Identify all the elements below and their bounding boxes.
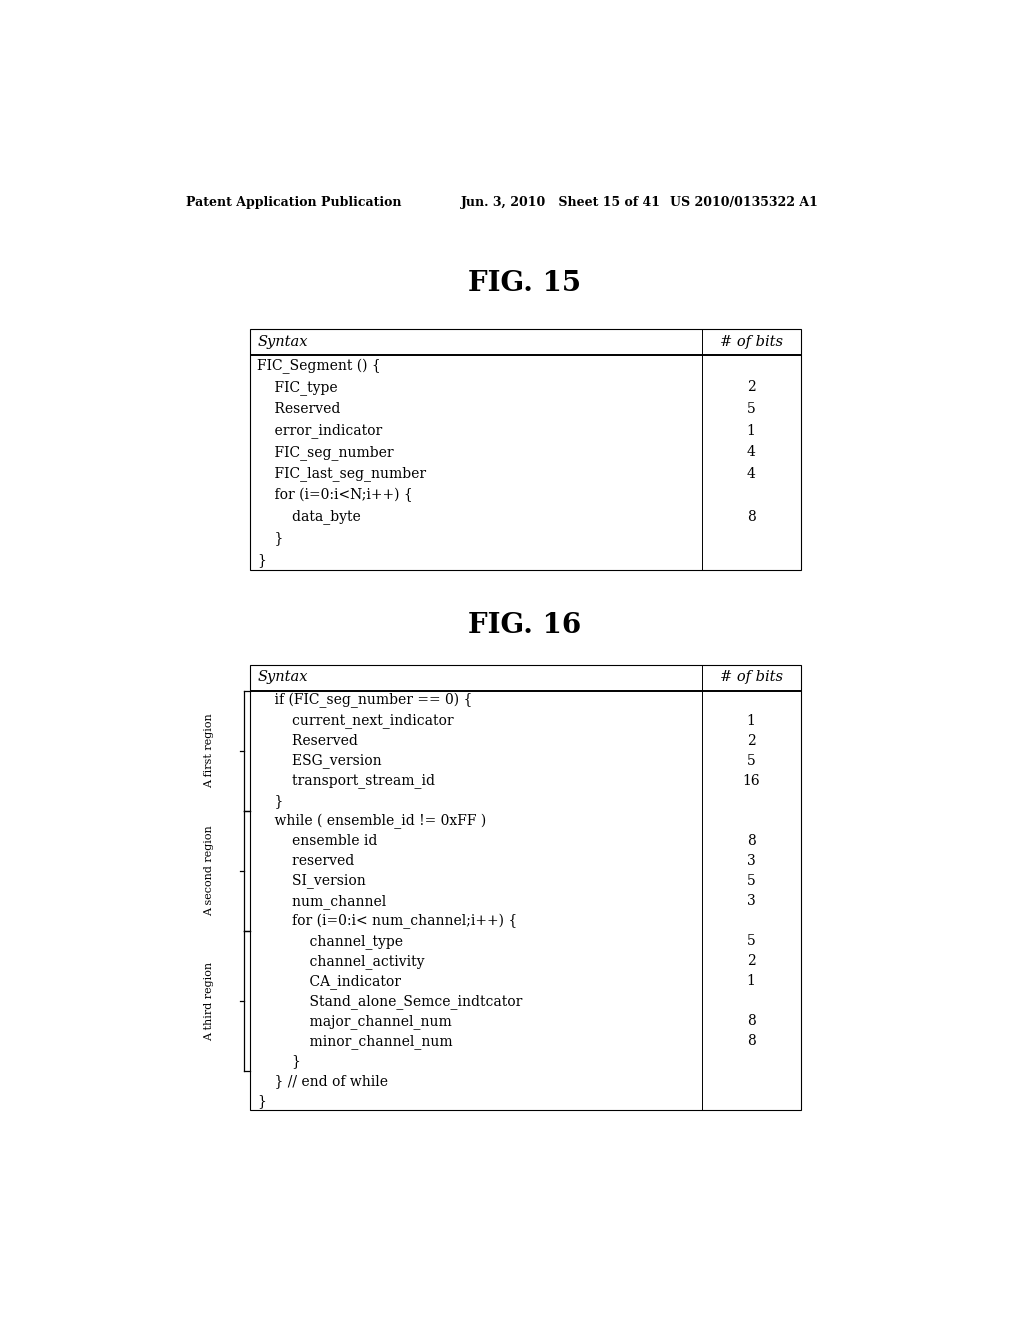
Text: 8: 8 — [746, 834, 756, 847]
Text: 5: 5 — [746, 403, 756, 416]
Text: for (i=0:i< num_channel;i++) {: for (i=0:i< num_channel;i++) { — [257, 913, 518, 929]
Text: 4: 4 — [746, 445, 756, 459]
Text: 5: 5 — [746, 754, 756, 768]
Text: transport_stream_id: transport_stream_id — [257, 774, 435, 788]
Text: current_next_indicator: current_next_indicator — [257, 713, 454, 729]
Text: error_indicator: error_indicator — [257, 424, 383, 438]
Text: 2: 2 — [746, 380, 756, 395]
Text: 4: 4 — [746, 467, 756, 480]
Text: 3: 3 — [746, 854, 756, 869]
Text: }: } — [257, 1094, 266, 1109]
Text: 8: 8 — [746, 510, 756, 524]
Bar — [250, 330, 801, 570]
Text: Jun. 3, 2010   Sheet 15 of 41: Jun. 3, 2010 Sheet 15 of 41 — [461, 195, 662, 209]
Text: Syntax: Syntax — [257, 335, 308, 348]
Text: 2: 2 — [746, 734, 756, 748]
Text: 5: 5 — [746, 935, 756, 948]
Text: minor_channel_num: minor_channel_num — [257, 1034, 453, 1048]
Text: FIG. 15: FIG. 15 — [468, 269, 582, 297]
Text: }: } — [257, 793, 284, 808]
Text: ESG_version: ESG_version — [257, 754, 382, 768]
Text: FIC_type: FIC_type — [257, 380, 338, 395]
Text: Reserved: Reserved — [257, 403, 341, 416]
Text: channel_activity: channel_activity — [257, 953, 425, 969]
Text: 16: 16 — [742, 774, 760, 788]
Text: A second region: A second region — [205, 826, 214, 916]
Text: Patent Application Publication: Patent Application Publication — [186, 195, 401, 209]
Text: Syntax: Syntax — [257, 671, 308, 684]
Text: # of bits: # of bits — [720, 335, 782, 348]
Text: FIC_last_seg_number: FIC_last_seg_number — [257, 466, 427, 482]
Text: }: } — [257, 1055, 301, 1068]
Text: major_channel_num: major_channel_num — [257, 1014, 453, 1028]
Text: for (i=0:i<N;i++) {: for (i=0:i<N;i++) { — [257, 488, 413, 503]
Text: FIC_Segment () {: FIC_Segment () { — [257, 358, 381, 374]
Text: 8: 8 — [746, 1034, 756, 1048]
Text: }: } — [257, 532, 284, 545]
Text: CA_indicator: CA_indicator — [257, 974, 401, 989]
Text: } // end of while: } // end of while — [257, 1074, 388, 1088]
Text: if (FIC_seg_number == 0) {: if (FIC_seg_number == 0) { — [257, 693, 473, 709]
Text: 2: 2 — [746, 954, 756, 968]
Text: 1: 1 — [746, 424, 756, 438]
Text: while ( ensemble_id != 0xFF ): while ( ensemble_id != 0xFF ) — [257, 813, 486, 829]
Text: A first region: A first region — [205, 714, 214, 788]
Text: FIC_seg_number: FIC_seg_number — [257, 445, 394, 459]
Text: A third region: A third region — [205, 961, 214, 1040]
Text: 3: 3 — [746, 894, 756, 908]
Text: 8: 8 — [746, 1014, 756, 1028]
Text: 1: 1 — [746, 974, 756, 989]
Text: FIG. 16: FIG. 16 — [468, 611, 582, 639]
Text: Stand_alone_Semce_indtcator: Stand_alone_Semce_indtcator — [257, 994, 523, 1008]
Text: reserved: reserved — [257, 854, 354, 869]
Text: SI_version: SI_version — [257, 874, 367, 888]
Text: ensemble id: ensemble id — [257, 834, 378, 847]
Text: US 2010/0135322 A1: US 2010/0135322 A1 — [671, 195, 818, 209]
Text: data_byte: data_byte — [257, 510, 361, 524]
Text: 1: 1 — [746, 714, 756, 727]
Text: }: } — [257, 553, 266, 568]
Bar — [250, 665, 801, 1110]
Text: Reserved: Reserved — [257, 734, 358, 748]
Text: channel_type: channel_type — [257, 933, 403, 949]
Text: 5: 5 — [746, 874, 756, 888]
Text: num_channel: num_channel — [257, 894, 387, 908]
Text: # of bits: # of bits — [720, 671, 782, 684]
